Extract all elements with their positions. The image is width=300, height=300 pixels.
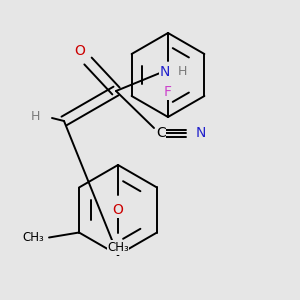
Text: H: H (31, 110, 40, 122)
Text: H: H (177, 65, 187, 78)
Text: CH₃: CH₃ (22, 231, 44, 244)
Text: O: O (112, 203, 123, 217)
Text: O: O (75, 44, 86, 58)
Text: F: F (164, 85, 172, 99)
Text: CH₃: CH₃ (107, 241, 129, 254)
Text: C: C (156, 126, 166, 140)
Text: N: N (160, 65, 170, 79)
Text: N: N (196, 126, 206, 140)
